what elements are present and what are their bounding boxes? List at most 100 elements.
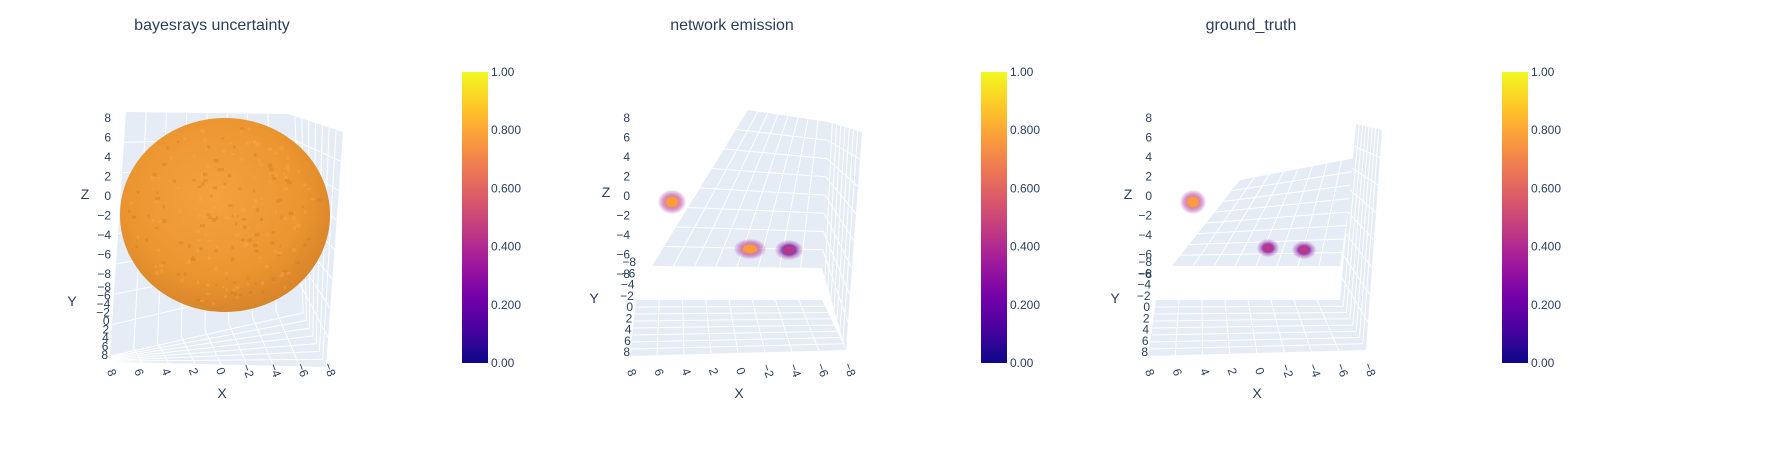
- voxel: [245, 141, 249, 145]
- gridline: [751, 299, 766, 353]
- tick-label: 8: [1142, 367, 1158, 378]
- voxel: [254, 282, 257, 285]
- voxel: [205, 283, 210, 287]
- voxel: [271, 174, 274, 177]
- voxel: [258, 256, 262, 259]
- voxel: [199, 247, 203, 251]
- voxel: [286, 163, 289, 167]
- voxel: [285, 179, 290, 182]
- tick-label: 4: [623, 150, 630, 164]
- voxel: [207, 256, 212, 260]
- voxel: [128, 209, 131, 213]
- voxel: [253, 199, 258, 203]
- voxel: [210, 210, 214, 214]
- voxel: [231, 214, 235, 218]
- colorbar-tick-label: 1.00: [1010, 65, 1034, 79]
- tick-label: −2: [759, 362, 777, 380]
- tick-label: −4: [621, 278, 635, 292]
- voxel: [166, 146, 169, 150]
- voxel: [196, 229, 200, 234]
- gridline: [322, 129, 337, 360]
- voxel: [248, 290, 253, 294]
- voxel: [156, 248, 160, 252]
- gridline: [775, 299, 793, 352]
- pane-left: [652, 110, 828, 268]
- tick-label: 6: [1170, 367, 1186, 378]
- colorbar: 1.00 0.800 0.600 0.400 0.200 0.00: [1502, 65, 1561, 370]
- tick-label: 2: [1143, 311, 1150, 325]
- voxel: [152, 172, 157, 177]
- voxel: [246, 277, 250, 280]
- voxel: [286, 168, 290, 172]
- gridline: [823, 231, 851, 296]
- voxel: [238, 187, 242, 190]
- voxel: [161, 261, 166, 264]
- gridline: [115, 358, 323, 362]
- voxel: [239, 157, 244, 161]
- z-axis-label: Z: [602, 184, 611, 200]
- tick-label: 4: [104, 150, 111, 164]
- tick-label: 4: [159, 366, 175, 377]
- gridline: [823, 213, 853, 269]
- tick-label: −2: [620, 289, 634, 303]
- voxel: [254, 249, 259, 253]
- tick-label: 2: [706, 366, 722, 377]
- y-axis-label: Y: [67, 293, 77, 309]
- tick-label: −8: [622, 255, 636, 269]
- tick-label: 8: [1141, 345, 1148, 359]
- voxel: [205, 164, 211, 169]
- voxel: [160, 268, 163, 273]
- voxel: [268, 147, 273, 152]
- voxel: [234, 285, 240, 290]
- voxel: [248, 140, 251, 145]
- tick-label: −2: [96, 306, 110, 320]
- emission-core: [742, 244, 758, 254]
- emission-core: [1263, 243, 1273, 253]
- voxel: [221, 149, 226, 153]
- tick-label: 8: [623, 345, 630, 359]
- voxel: [276, 199, 281, 203]
- subplot-title: ground_truth: [1206, 17, 1297, 34]
- colorbar-gradient: [462, 72, 488, 363]
- voxel: [268, 180, 272, 184]
- voxel: [219, 167, 224, 172]
- tick-label: 2: [104, 170, 111, 184]
- voxel: [201, 130, 206, 134]
- voxel: [310, 197, 316, 201]
- voxel: [211, 217, 217, 222]
- voxel: [199, 195, 202, 198]
- tick-label: −4: [1306, 362, 1324, 380]
- voxel: [179, 209, 182, 214]
- colorbar-tick-label: 0.00: [491, 356, 515, 370]
- voxel: [215, 283, 218, 287]
- voxel: [229, 142, 232, 145]
- voxel: [212, 186, 218, 190]
- tick-label: 2: [1145, 170, 1152, 184]
- colorbar-tick-label: 0.800: [491, 123, 521, 137]
- emission-core: [782, 245, 796, 255]
- voxel: [274, 210, 278, 214]
- colorbar-tick-label: 0.00: [1531, 356, 1555, 370]
- gridline: [1347, 211, 1375, 241]
- voxel: [265, 265, 269, 269]
- tick-label: 6: [624, 334, 631, 348]
- tick-label: 2: [102, 323, 109, 337]
- tick-label: −6: [1333, 361, 1351, 379]
- voxel: [238, 293, 243, 297]
- voxel: [244, 242, 249, 247]
- gridline: [113, 343, 317, 360]
- voxel: [192, 155, 196, 158]
- voxel: [260, 217, 264, 221]
- tick-label: 4: [1145, 150, 1152, 164]
- tick-label: −8: [1138, 267, 1152, 281]
- gridline: [1276, 166, 1313, 267]
- colorbar-tick-label: 0.800: [1010, 123, 1040, 137]
- voxel: [226, 217, 231, 220]
- voxel: [147, 214, 150, 219]
- voxel: [266, 233, 269, 237]
- emission-core: [665, 196, 679, 208]
- colorbar-tick-label: 0.400: [1010, 240, 1040, 254]
- colorbar-gradient: [981, 72, 1007, 363]
